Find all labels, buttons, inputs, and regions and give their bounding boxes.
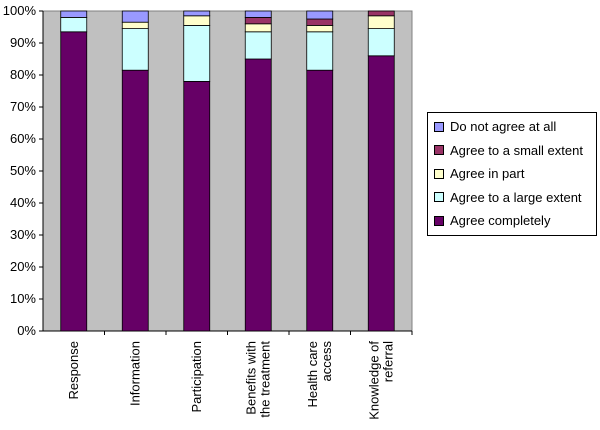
legend-item: Agree to a small extent xyxy=(434,143,583,158)
x-category-label: Response xyxy=(66,341,81,400)
legend-swatch xyxy=(434,121,444,132)
bar-segment xyxy=(244,23,272,33)
y-tick-label: 60% xyxy=(10,131,36,146)
bar-segment xyxy=(367,10,395,17)
bar-segment xyxy=(121,69,149,332)
x-category-label: Health careaccess xyxy=(305,341,334,408)
legend-label: Agree in part xyxy=(450,166,525,181)
legend-item: Do not agree at all xyxy=(434,119,556,134)
x-category-label: Information xyxy=(127,341,142,406)
x-category-label: Benefits withthe treatment xyxy=(243,341,272,418)
y-tick-label: 0% xyxy=(17,323,36,338)
bar-segment xyxy=(60,16,88,33)
bar-segment xyxy=(306,10,334,20)
plot-area xyxy=(42,10,413,332)
legend-label: Agree to a small extent xyxy=(450,142,583,158)
y-tick-label: 10% xyxy=(10,291,36,306)
bar-segment xyxy=(306,24,334,33)
bar-segment xyxy=(183,81,211,332)
bar-segment xyxy=(183,24,211,82)
y-tick-label: 70% xyxy=(10,99,36,114)
legend-label: Agree completely xyxy=(450,213,551,228)
legend-label: Do not agree at all xyxy=(450,119,557,134)
legend-item: Agree in part xyxy=(434,166,524,181)
bar-segment xyxy=(244,10,272,18)
legend-item: Agree to a large extent xyxy=(434,190,582,205)
legend-swatch xyxy=(434,145,444,155)
bar-segment xyxy=(183,10,211,17)
legend-swatch xyxy=(434,192,444,202)
bar-segment xyxy=(121,28,149,71)
bar-segment xyxy=(60,31,88,332)
bar-segment xyxy=(367,55,395,332)
y-tick-label: 100% xyxy=(3,3,37,18)
legend-item: Agree completely xyxy=(434,213,550,228)
bar-segment xyxy=(367,28,395,57)
bar-segment xyxy=(244,58,272,332)
bar-segment xyxy=(367,15,395,30)
bar-segment xyxy=(121,10,149,23)
bar-segment xyxy=(306,18,334,26)
bar-segment xyxy=(244,31,272,60)
bar-segment xyxy=(60,10,88,18)
legend-label: Agree to a large extent xyxy=(450,189,582,205)
bar-segment xyxy=(183,15,211,26)
y-tick-label: 50% xyxy=(10,163,36,178)
legend: Do not agree at all Agree to a small exte… xyxy=(427,112,597,236)
y-tick-label: 40% xyxy=(10,195,36,210)
y-tick-label: 20% xyxy=(10,259,36,274)
legend-swatch xyxy=(434,215,444,226)
x-category-label: Participation xyxy=(189,341,204,413)
y-tick-label: 30% xyxy=(10,227,36,242)
bar-segment xyxy=(244,16,272,25)
bar-segment xyxy=(121,21,149,30)
legend-swatch xyxy=(434,168,444,179)
y-tick-label: 90% xyxy=(10,35,36,50)
bar-segment xyxy=(306,31,334,71)
bar-segment xyxy=(306,69,334,332)
y-tick-label: 80% xyxy=(10,67,36,82)
x-category-label: Knowledge ofreferral xyxy=(366,341,395,420)
